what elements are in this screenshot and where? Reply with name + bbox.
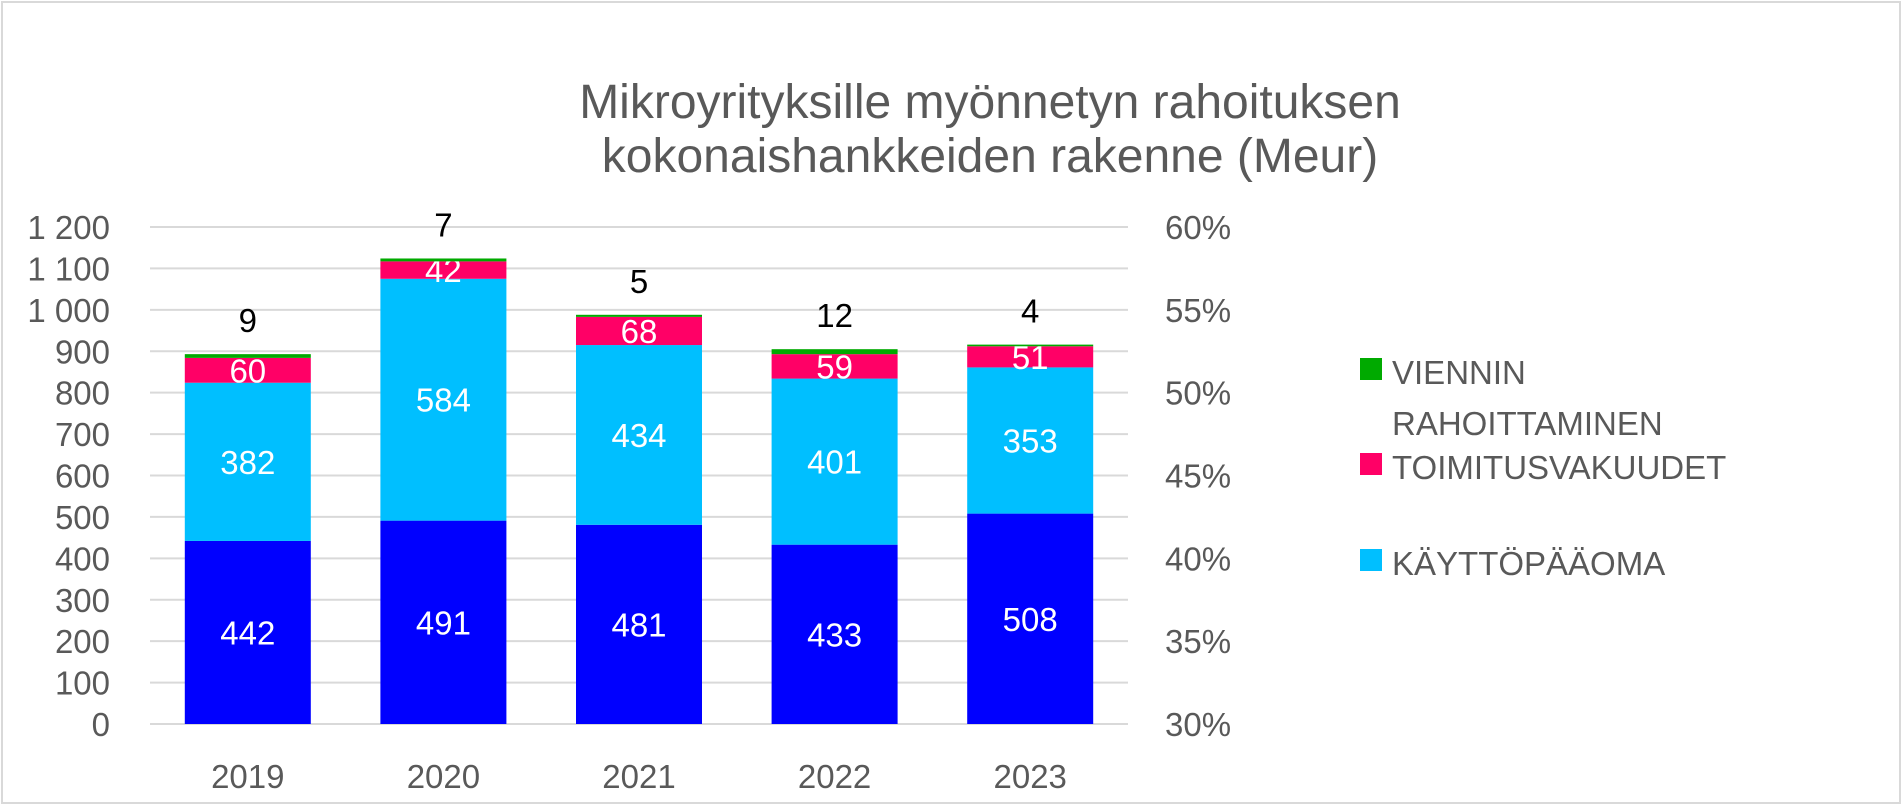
legend-label-1: VIENNIN (1392, 354, 1526, 391)
y-left-tick-label: 900 (55, 333, 110, 370)
bar-base-2021 (576, 524, 702, 724)
bar-base-2023 (967, 513, 1094, 724)
legend-swatch-2 (1360, 453, 1382, 475)
data-label-base-2021: 481 (611, 606, 666, 643)
y-left-tick-label: 1 100 (27, 250, 110, 287)
data-label-toimitusvakuudet-2023: 51 (1012, 339, 1049, 376)
data-label-toimitusvakuudet-2020: 42 (425, 252, 462, 289)
y-left-tick-label: 1 000 (27, 292, 110, 329)
bar-base-2020 (380, 520, 507, 724)
bar-viennin-2023 (967, 344, 1094, 347)
data-label-toimitusvakuudet-2019: 60 (229, 352, 266, 389)
bar-viennin-2020 (380, 258, 507, 262)
data-label-viennin-2023: 4 (1021, 293, 1039, 330)
y-left-tick-label: 1 200 (27, 209, 110, 246)
y-right-tick-label: 55% (1165, 292, 1231, 329)
bar-base-2022 (771, 544, 898, 724)
data-label-toimitusvakuudet-2021: 68 (621, 313, 658, 350)
data-label-kayttopaaoma-2021: 434 (611, 417, 666, 454)
bar-toimitusvakuudet-2023 (967, 346, 1094, 368)
legend-label-1: RAHOITTAMINEN (1392, 405, 1663, 442)
data-label-viennin-2019: 9 (239, 302, 257, 339)
y-right-tick-label: 60% (1165, 209, 1231, 246)
data-label-base-2022: 433 (807, 616, 862, 653)
data-label-base-2020: 491 (416, 604, 471, 641)
legend-label-3: KÄYTTÖPÄÄOMA (1392, 545, 1665, 582)
y-left-tick-label: 200 (55, 623, 110, 660)
y-left-tick-label: 300 (55, 582, 110, 619)
y-left-tick-label: 0 (92, 706, 110, 743)
bar-kayttopaaoma-2019 (184, 382, 311, 541)
bar-kayttopaaoma-2021 (576, 345, 702, 525)
y-right-tick-label: 40% (1165, 540, 1231, 577)
bar-viennin-2019 (184, 354, 311, 358)
y-right-tick-label: 50% (1165, 375, 1231, 412)
bar-toimitusvakuudet-2021 (576, 316, 702, 346)
data-label-viennin-2020: 7 (434, 206, 452, 243)
data-label-kayttopaaoma-2020: 584 (416, 382, 471, 419)
bar-toimitusvakuudet-2019 (184, 357, 311, 383)
bar-toimitusvakuudet-2020 (380, 261, 507, 279)
x-tick-label-2023: 2023 (993, 758, 1066, 795)
bar-kayttopaaoma-2020 (380, 278, 507, 521)
x-tick-label-2021: 2021 (602, 758, 675, 795)
x-tick-label-2020: 2020 (407, 758, 480, 795)
data-label-viennin-2021: 5 (630, 263, 648, 300)
y-right-tick-label: 35% (1165, 623, 1231, 660)
data-label-kayttopaaoma-2022: 401 (807, 444, 862, 481)
bar-toimitusvakuudet-2022 (771, 354, 898, 379)
y-left-tick-label: 100 (55, 665, 110, 702)
bar-base-2019 (184, 540, 311, 724)
data-label-base-2023: 508 (1003, 601, 1058, 638)
chart-title-line-1: Mikroyrityksille myönnetyn rahoituksen (579, 76, 1401, 129)
y-left-tick-label: 400 (55, 540, 110, 577)
bar-viennin-2022 (771, 349, 898, 355)
y-left-tick-label: 700 (55, 416, 110, 453)
y-right-tick-label: 45% (1165, 458, 1231, 495)
data-label-kayttopaaoma-2019: 382 (220, 444, 275, 481)
y-right-tick-label: 30% (1165, 706, 1231, 743)
data-label-toimitusvakuudet-2022: 59 (816, 348, 853, 385)
bar-viennin-2021 (576, 314, 702, 317)
y-left-tick-label: 600 (55, 458, 110, 495)
y-left-tick-label: 800 (55, 375, 110, 412)
legend-swatch-3 (1360, 549, 1382, 571)
legend-label-2: TOIMITUSVAKUUDET (1392, 449, 1726, 486)
data-label-kayttopaaoma-2023: 353 (1003, 423, 1058, 460)
x-tick-label-2019: 2019 (211, 758, 284, 795)
legend-swatch-1 (1360, 358, 1382, 380)
bar-kayttopaaoma-2022 (771, 378, 898, 545)
x-tick-label-2022: 2022 (798, 758, 871, 795)
y-left-tick-label: 500 (55, 499, 110, 536)
bar-kayttopaaoma-2023 (967, 367, 1094, 514)
data-label-base-2019: 442 (220, 614, 275, 651)
chart-title-line-2: kokonaishankkeiden rakenne (Meur) (602, 130, 1378, 183)
data-label-viennin-2022: 12 (816, 297, 853, 334)
